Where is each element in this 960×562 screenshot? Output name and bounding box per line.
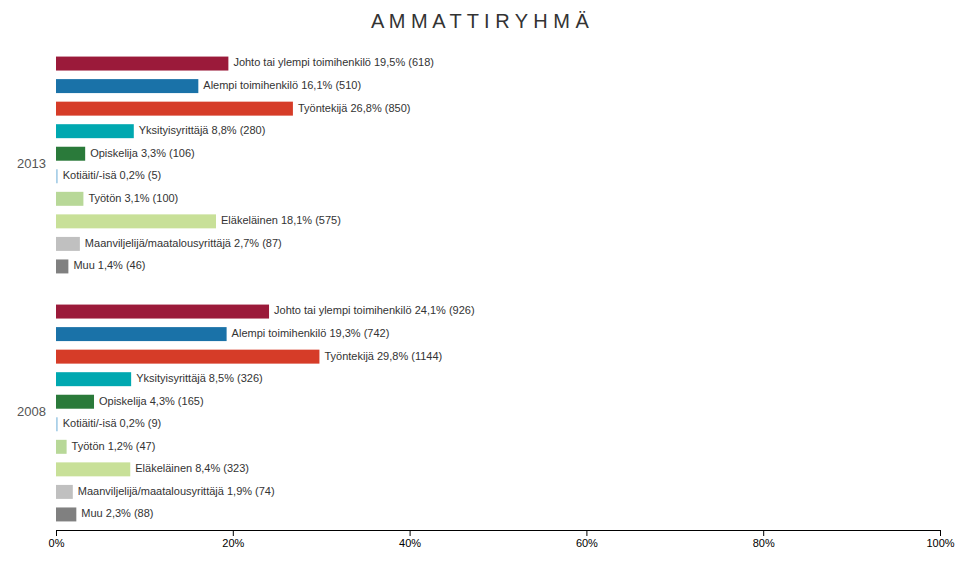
data-labels: Johto tai ylempi toimihenkilö 19,5% (618…: [63, 56, 434, 271]
bar: [56, 124, 134, 138]
data-label: Johto tai ylempi toimihenkilö 19,5% (618…: [233, 56, 434, 68]
data-labels: Johto tai ylempi toimihenkilö 24,1% (926…: [63, 304, 475, 519]
data-label: Yksityisyrittäjä 8,5% (326): [136, 372, 263, 384]
bar: [56, 395, 94, 409]
data-label: Eläkeläinen 18,1% (575): [221, 214, 341, 226]
tick-label: 80%: [753, 537, 775, 549]
x-tick: 0%: [49, 530, 65, 549]
bar: [56, 147, 85, 161]
panel: 2008 Johto tai ylempi toimihenkilö 24,1% …: [17, 304, 955, 548]
x-tick: 40%: [399, 530, 421, 549]
panel: 2013 Johto tai ylempi toimihenkilö 19,5% …: [17, 56, 434, 273]
data-label: Työntekijä 29,8% (1144): [324, 350, 442, 362]
tick-label: 20%: [222, 537, 244, 549]
data-label: Maanviljelijä/maatalousyrittäjä 2,7% (87…: [85, 237, 282, 249]
bar: [56, 192, 83, 206]
data-label: Yksityisyrittäjä 8,8% (280): [139, 124, 266, 136]
data-label: Alempi toimihenkilö 16,1% (510): [203, 79, 361, 91]
x-tick: 80%: [753, 530, 775, 549]
data-label: Eläkeläinen 8,4% (323): [135, 462, 249, 474]
panel-label: 2013: [17, 156, 46, 171]
bar: [56, 462, 130, 476]
data-label: Opiskelija 4,3% (165): [99, 395, 204, 407]
x-tick: 60%: [576, 530, 598, 549]
data-label: Alempi toimihenkilö 19,3% (742): [232, 327, 390, 339]
tick-mark: [56, 530, 57, 536]
bar: [56, 350, 319, 364]
data-label: Kotiäiti/-isä 0,2% (9): [63, 417, 161, 429]
x-axis: 0% 20% 40% 60% 80% 100%: [49, 530, 955, 549]
data-label: Johto tai ylempi toimihenkilö 24,1% (926…: [274, 304, 475, 316]
data-label: Työntekijä 26,8% (850): [298, 102, 411, 114]
bar: [56, 485, 73, 499]
data-label: Maanviljelijä/maatalousyrittäjä 1,9% (74…: [78, 485, 275, 497]
bar: [56, 259, 68, 273]
panel-label: 2008: [17, 404, 46, 419]
data-label: Muu 1,4% (46): [73, 259, 145, 271]
bar: [56, 102, 293, 116]
tick-label: 40%: [399, 537, 421, 549]
data-label: Työtön 3,1% (100): [88, 192, 178, 204]
bar: [56, 57, 228, 71]
tick-label: 60%: [576, 537, 598, 549]
chart-title: A M M A T T I R Y H M Ä: [371, 10, 590, 32]
tick-label: 100%: [926, 537, 954, 549]
bar: [56, 372, 131, 386]
bar: [56, 79, 198, 93]
tick-mark: [410, 530, 411, 536]
x-tick: 100%: [926, 530, 954, 549]
bar: [56, 169, 58, 183]
bar: [56, 507, 76, 521]
bar: [56, 440, 67, 454]
data-label: Työtön 1,2% (47): [72, 440, 156, 452]
tick-mark: [940, 530, 941, 536]
bar: [56, 237, 80, 251]
x-tick: 20%: [222, 530, 244, 549]
tick-mark: [763, 530, 764, 536]
bar: [56, 417, 58, 431]
bar: [56, 305, 269, 319]
data-label: Kotiäiti/-isä 0,2% (5): [63, 169, 161, 181]
bar: [56, 327, 227, 341]
axis-domain: [57, 531, 941, 537]
tick-label: 0%: [49, 537, 65, 549]
tick-mark: [586, 530, 587, 536]
data-label: Opiskelija 3,3% (106): [90, 147, 195, 159]
tick-mark: [233, 530, 234, 536]
bar: [56, 214, 216, 228]
chart: A M M A T T I R Y H M Ä 2013 Johto tai yle…: [0, 0, 960, 562]
data-label: Muu 2,3% (88): [81, 507, 153, 519]
